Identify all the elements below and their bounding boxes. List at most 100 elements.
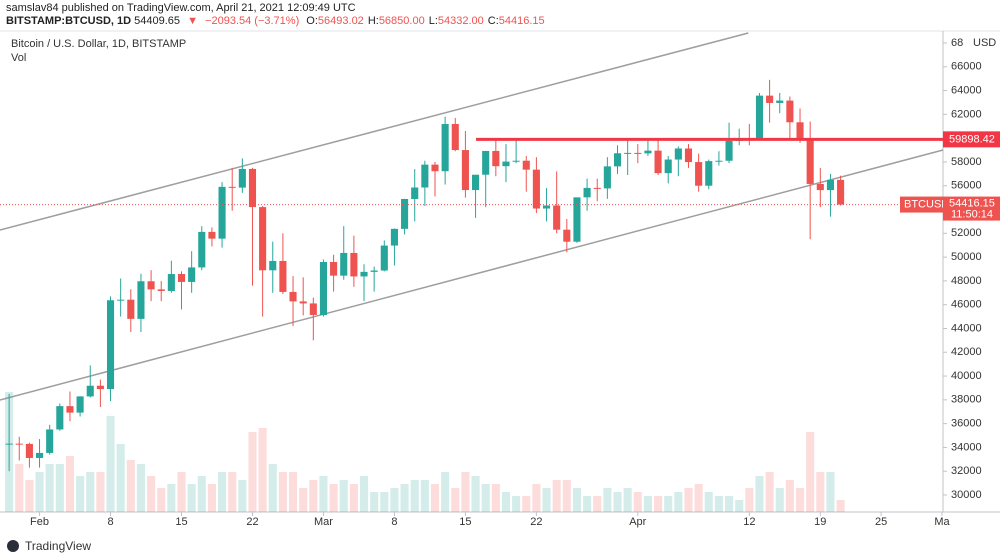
- candle-body: [502, 161, 510, 167]
- candle-body: [451, 124, 459, 151]
- volume-bar: [633, 492, 642, 512]
- candle-body: [532, 169, 540, 209]
- volume-bar: [806, 432, 815, 512]
- volume-bar: [420, 480, 429, 512]
- volume-bar: [370, 492, 379, 512]
- volume-bar: [258, 428, 267, 512]
- volume-bar: [572, 488, 582, 512]
- x-tick-label: Ma: [934, 516, 950, 528]
- volume-bar: [76, 476, 85, 512]
- candle-body: [157, 289, 165, 291]
- ohlc-label: L:: [428, 15, 438, 27]
- candle-body: [46, 429, 54, 453]
- candle-body: [218, 186, 226, 239]
- candle-body: [370, 270, 378, 272]
- candle-body: [421, 164, 429, 188]
- volume-bar: [491, 484, 500, 512]
- candle-body: [472, 174, 480, 191]
- y-tick-label: 56000: [951, 180, 982, 192]
- y-tick-label: 48000: [951, 275, 982, 287]
- candle-body: [15, 443, 23, 445]
- x-tick-label: Apr: [629, 516, 646, 528]
- y-tick-label: 38000: [951, 394, 982, 406]
- candle-body: [674, 148, 682, 160]
- volume-bar: [177, 472, 186, 512]
- candle-body: [593, 187, 601, 189]
- volume-bar: [430, 484, 440, 512]
- candle-body: [634, 152, 642, 154]
- candle-body: [167, 274, 175, 291]
- candle-body: [411, 187, 419, 200]
- volume-bar: [643, 496, 652, 512]
- candle-body: [279, 260, 287, 292]
- candle-body: [188, 267, 196, 282]
- candle-body: [299, 301, 307, 304]
- price-label-box: [943, 196, 1000, 221]
- author-line: samslav84 published on TradingView.com, …: [6, 2, 356, 14]
- x-tick-label: 25: [875, 516, 887, 528]
- candle-body: [25, 443, 33, 458]
- footer: TradingView: [25, 539, 91, 553]
- candle-body: [573, 197, 581, 242]
- x-tick-label: 22: [246, 516, 258, 528]
- ohlc-value: 56493.02: [317, 15, 364, 27]
- change: −2093.54 (−3.71%): [205, 15, 300, 27]
- countdown: 11:50:14: [951, 208, 993, 220]
- candle-body: [522, 160, 530, 170]
- candle-body: [66, 406, 74, 413]
- volume-bar: [654, 496, 663, 512]
- volume-bar: [613, 492, 622, 512]
- candle-body: [330, 262, 338, 276]
- trend-line: [0, 32, 749, 231]
- chart-title: Bitcoin / U.S. Dollar, 1D, BITSTAMP: [11, 38, 186, 50]
- candle-body: [482, 150, 490, 175]
- volume-bar: [552, 480, 561, 512]
- ohlc-label: O:: [306, 15, 318, 27]
- x-tick-label: 12: [743, 516, 755, 528]
- volume-bar: [755, 476, 764, 512]
- x-tick-label: 8: [107, 516, 113, 528]
- candle-body: [786, 100, 794, 123]
- volume-bar: [86, 472, 95, 512]
- logo: [7, 540, 19, 552]
- candle-body: [147, 281, 155, 290]
- volume-bar: [795, 488, 805, 512]
- y-tick-label: 62000: [951, 108, 982, 120]
- volume-bar: [349, 484, 358, 512]
- volume-bar: [603, 488, 612, 512]
- candle-body: [654, 150, 662, 174]
- y-tick-label: 68: [951, 37, 963, 49]
- x-tick-label: Feb: [30, 516, 49, 528]
- volume-bar: [826, 472, 835, 512]
- volume-bar: [522, 496, 531, 512]
- volume-bar: [55, 464, 64, 512]
- volume-bar: [735, 500, 744, 512]
- volume-bar: [745, 488, 754, 512]
- candle-body: [725, 140, 733, 161]
- volume-bar: [775, 488, 784, 512]
- candle-body: [117, 299, 125, 301]
- candle-body: [816, 183, 824, 191]
- volume-bar: [35, 472, 44, 512]
- ohlc-label: H:: [367, 15, 379, 27]
- candle-body: [177, 274, 186, 282]
- volume-bar: [684, 488, 693, 512]
- volume-bar: [390, 488, 399, 512]
- price-label: 54416.15: [949, 197, 995, 209]
- volume-bar: [228, 472, 237, 512]
- volume-bar: [704, 492, 713, 512]
- candle-body: [238, 168, 246, 188]
- volume-bar: [65, 456, 75, 512]
- candle-body: [106, 300, 115, 390]
- candle-body: [715, 160, 723, 162]
- y-tick-label: 40000: [951, 370, 982, 382]
- volume-bar: [724, 496, 734, 512]
- volume-bar: [674, 492, 683, 512]
- ohlc-value: 56850.00: [378, 15, 425, 27]
- volume-bar: [542, 488, 551, 512]
- y-tick-label: 66000: [951, 61, 982, 73]
- candle-body: [96, 385, 104, 390]
- volume-bar: [593, 496, 602, 512]
- x-tick-label: 22: [530, 516, 542, 528]
